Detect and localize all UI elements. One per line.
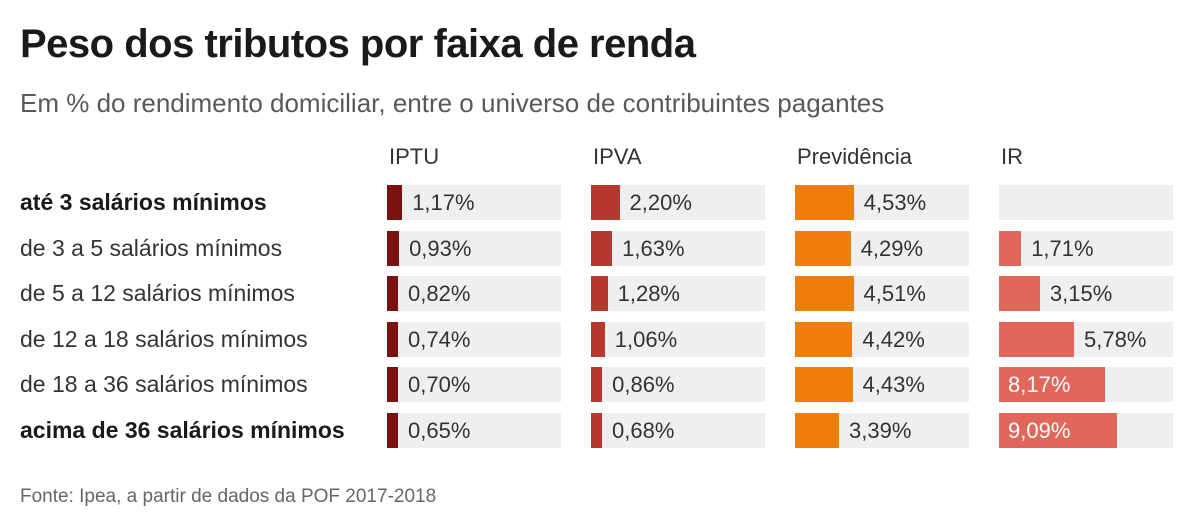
bar-ipva [591,230,613,266]
bar-iptu [387,185,403,220]
cell-previdencia: 4,53% [795,185,969,220]
value-label-previdencia: 3,39% [849,418,912,443]
cell-iptu: 1,17% [387,185,561,220]
bar-previdencia [795,276,854,312]
column-header-ir: IR [1001,144,1023,169]
value-label-ir: 9,09% [1008,418,1071,443]
cell-ipva: 1,63% [591,230,765,266]
value-label-ir: 1,71% [1031,235,1094,261]
value-label-ipva: 0,86% [612,372,675,398]
value-label-iptu: 0,65% [408,418,471,443]
cell-previdencia: 3,39% [795,413,969,448]
value-label-ipva: 1,28% [617,281,680,307]
bar-ipva [591,185,620,220]
row-label: de 3 a 5 salários mínimos [20,234,283,261]
row-label: de 12 a 18 salários mínimos [20,325,308,352]
cell-iptu: 0,65% [387,413,561,448]
value-label-ipva: 1,06% [614,326,678,352]
bar-ir [999,230,1022,266]
cell-ir: 1,71% [999,230,1173,266]
value-label-ipva: 2,20% [629,190,692,215]
cell-previdencia: 4,29% [795,230,969,266]
value-label-iptu: 0,70% [408,372,471,398]
value-label-ir: 3,15% [1049,281,1113,307]
value-label-ir: 8,17% [1008,372,1071,398]
column-header-ipva: IPVA [593,144,642,169]
bar-ir [999,321,1075,357]
bar-ipva [591,413,602,448]
cell-ipva: 1,06% [591,321,765,357]
value-label-previdencia: 4,42% [862,326,925,352]
chart-subtitle: Em % do rendimento domiciliar, entre o u… [20,88,885,118]
bar-iptu [387,413,398,448]
chart-title: Peso dos tributos por faixa de renda [20,22,696,66]
value-label-ir: 5,78% [1084,326,1147,352]
value-label-previdencia: 4,51% [863,281,926,307]
bar-previdencia [795,367,853,403]
cell-iptu: 0,82% [387,276,561,312]
value-label-previdencia: 4,53% [863,190,927,215]
source-note: Fonte: Ipea, a partir de dados da POF 20… [20,486,437,507]
value-label-ipva: 0,68% [612,418,675,443]
value-label-iptu: 1,17% [412,190,475,215]
bar-ir [999,276,1040,312]
cell-ipva: 1,28% [591,276,765,312]
bar-ipva [591,276,608,312]
bar-previdencia [795,413,839,448]
bar-ipva [591,321,605,357]
bar-ipva [591,367,603,403]
cell-ipva: 0,68% [591,413,765,448]
cell-previdencia: 4,51% [795,276,969,312]
cell-ipva: 2,20% [591,185,765,220]
row-label: acima de 36 salários mínimos [20,417,345,443]
value-label-ipva: 1,63% [622,235,685,261]
cell-previdencia: 4,42% [795,321,969,357]
column-header-iptu: IPTU [389,144,440,169]
cell-iptu: 0,74% [387,321,561,357]
cell-ir: 3,15% [999,276,1173,312]
row-label: de 5 a 12 salários mínimos [20,280,295,307]
value-label-iptu: 0,74% [408,326,471,352]
bar-iptu [387,367,398,403]
bar-iptu [387,276,398,312]
cell-iptu: 0,70% [387,367,561,403]
cell-iptu: 0,93% [387,230,561,266]
bar-ir [999,413,1117,448]
cell-ir: 8,17% [999,367,1173,403]
bar-iptu [387,230,400,266]
bar-previdencia [795,185,854,220]
cell-ipva: 0,86% [591,367,765,403]
bar-previdencia [795,230,851,266]
cell-ir: 9,09% [999,413,1173,448]
value-label-previdencia: 4,29% [860,235,924,261]
value-label-previdencia: 4,43% [862,372,925,398]
bar-ir [999,367,1106,403]
column-header-previdencia: Previdência [797,144,912,169]
bar-previdencia [795,321,853,357]
value-label-iptu: 0,93% [409,235,472,261]
cell-ir: 5,78% [999,321,1173,357]
bar-iptu [387,321,398,357]
cell-previdencia: 4,43% [795,367,969,403]
value-label-iptu: 0,82% [408,281,471,307]
row-label: até 3 salários mínimos [20,189,267,215]
cell-ir [999,185,1173,220]
row-label: de 18 a 36 salários mínimos [20,371,308,398]
